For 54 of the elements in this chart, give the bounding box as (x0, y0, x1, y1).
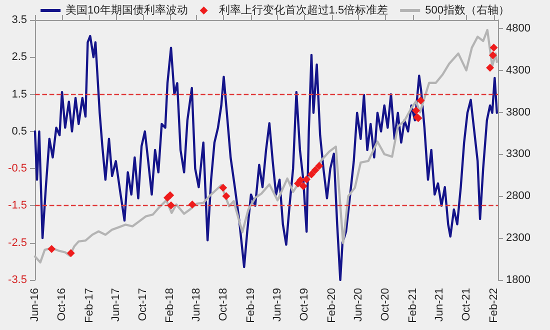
y2-tick-label: 4300 (506, 64, 530, 76)
x-tick-label: Jun-16 (29, 288, 41, 322)
x-tick-label: Feb-19 (244, 288, 257, 323)
point (299, 182, 308, 190)
point (412, 106, 420, 115)
point (315, 162, 324, 170)
x-tick-label: Feb-21 (406, 288, 419, 323)
y-tick-label: -3.5 (8, 274, 27, 286)
y2-tick-label: 4800 (506, 22, 530, 34)
point (222, 192, 230, 200)
point (166, 191, 174, 200)
point (307, 170, 316, 178)
x-tick-label: Oct-18 (218, 288, 230, 322)
point (490, 44, 498, 52)
y-tick-label: 0.5 (12, 125, 27, 138)
legend-label: 500指数（右轴） (425, 4, 510, 16)
y2-tick-label: 2300 (506, 232, 530, 244)
x-tick-label: Feb-20 (326, 288, 338, 323)
x-tick-label: Oct-19 (298, 288, 311, 322)
x-tick-label: Jun-19 (272, 288, 284, 322)
point (311, 166, 320, 174)
point (219, 184, 228, 192)
x-tick-label: Oct-20 (380, 288, 392, 322)
x-tick-label: Feb-17 (83, 288, 96, 323)
point (167, 201, 176, 210)
x-tick-label: Jun-17 (110, 288, 122, 322)
point (416, 96, 425, 105)
y-tick-label: 2.5 (12, 51, 27, 64)
x-tick-label: Feb-22 (488, 288, 500, 323)
y2-tick-label: 3300 (506, 148, 530, 160)
point (486, 64, 494, 72)
y-tick-label: 3.5 (12, 14, 27, 26)
text: 美国10年期国债利率波动 (66, 4, 188, 16)
y2-tick-label: 2800 (506, 190, 530, 202)
y-tick-label: -1.5 (8, 200, 27, 212)
x-tick-label: Oct-21 (460, 288, 473, 322)
y-tick-label: -2.5 (8, 236, 27, 249)
x-tick-label: Oct-17 (136, 288, 149, 322)
x-tick-label: Jun-21 (434, 288, 446, 322)
y-tick-label: -0.5 (8, 162, 27, 175)
point (302, 175, 311, 184)
x-tick-label: Jun-20 (352, 288, 365, 322)
point (48, 244, 56, 253)
point (66, 249, 75, 258)
x-tick-label: Oct-16 (56, 288, 68, 322)
point (188, 200, 196, 209)
y2-tick-label: 3800 (506, 106, 530, 118)
y2-tick-label: 1800 (506, 274, 530, 286)
legend-label: 利率上行变化首次超过1.5倍标准差 (218, 4, 388, 16)
x-tick-label: Feb-18 (164, 288, 176, 323)
point (296, 176, 304, 184)
x-tick-label: Jun-18 (190, 288, 203, 322)
point (488, 51, 497, 60)
y-tick-label: 1.5 (12, 88, 27, 100)
